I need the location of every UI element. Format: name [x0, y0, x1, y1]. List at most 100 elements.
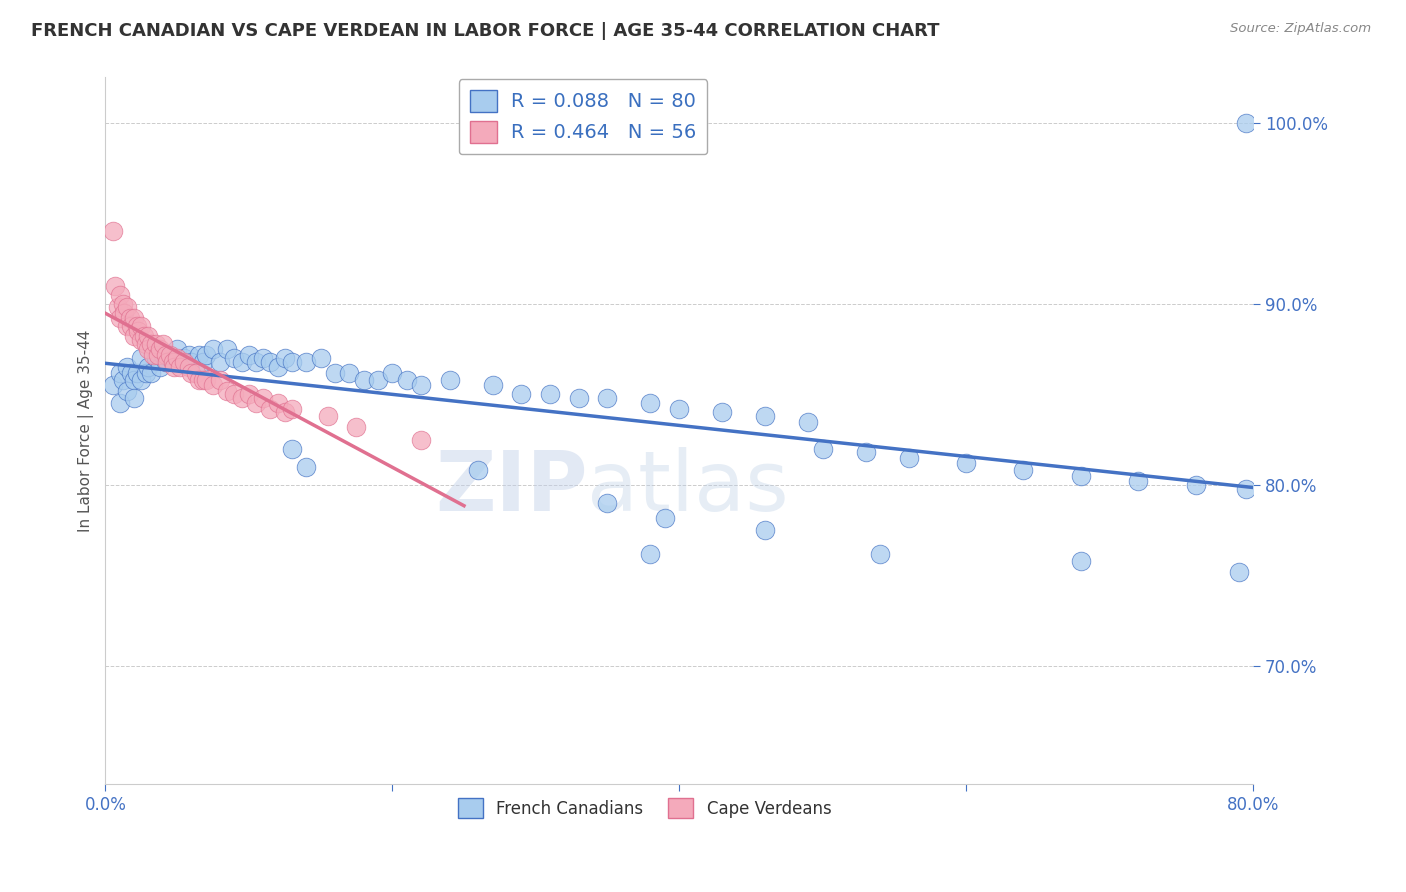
- Y-axis label: In Labor Force | Age 35-44: In Labor Force | Age 35-44: [79, 329, 94, 532]
- Point: [1070, 468, 1092, 483]
- Point: [177, 360, 200, 375]
- Point: [295, 459, 318, 474]
- Point: [111, 373, 134, 387]
- Point: [120, 318, 142, 333]
- Text: Source: ZipAtlas.com: Source: ZipAtlas.com: [1230, 22, 1371, 36]
- Point: [155, 355, 177, 369]
- Point: [353, 373, 375, 387]
- Point: [101, 224, 124, 238]
- Point: [122, 311, 145, 326]
- Point: [668, 401, 690, 416]
- Point: [640, 547, 662, 561]
- Point: [295, 355, 318, 369]
- Point: [640, 396, 662, 410]
- Point: [152, 347, 174, 361]
- Point: [395, 373, 418, 387]
- Point: [1128, 475, 1150, 489]
- Point: [187, 373, 209, 387]
- Text: FRENCH CANADIAN VS CAPE VERDEAN IN LABOR FORCE | AGE 35-44 CORRELATION CHART: FRENCH CANADIAN VS CAPE VERDEAN IN LABOR…: [31, 22, 939, 40]
- Point: [149, 342, 172, 356]
- Point: [323, 366, 346, 380]
- Point: [129, 318, 152, 333]
- Point: [281, 355, 304, 369]
- Point: [141, 366, 163, 380]
- Point: [108, 366, 131, 380]
- Point: [122, 329, 145, 343]
- Point: [1070, 554, 1092, 568]
- Point: [108, 396, 131, 410]
- Point: [231, 391, 253, 405]
- Point: [245, 355, 267, 369]
- Point: [125, 318, 148, 333]
- Point: [409, 378, 432, 392]
- Text: atlas: atlas: [588, 447, 789, 527]
- Point: [142, 347, 165, 361]
- Point: [201, 378, 224, 392]
- Point: [108, 311, 131, 326]
- Point: [281, 401, 304, 416]
- Point: [107, 301, 129, 315]
- Point: [184, 366, 207, 380]
- Point: [238, 347, 260, 361]
- Point: [281, 442, 304, 456]
- Point: [155, 347, 177, 361]
- Point: [191, 355, 214, 369]
- Point: [1234, 116, 1257, 130]
- Point: [596, 391, 619, 405]
- Point: [955, 456, 977, 470]
- Point: [754, 409, 776, 423]
- Point: [125, 366, 148, 380]
- Point: [169, 360, 191, 375]
- Point: [141, 336, 163, 351]
- Point: [266, 360, 288, 375]
- Point: [138, 360, 160, 375]
- Point: [115, 384, 138, 398]
- Point: [115, 360, 138, 375]
- Point: [409, 433, 432, 447]
- Point: [316, 409, 339, 423]
- Point: [344, 420, 367, 434]
- Point: [173, 355, 195, 369]
- Point: [481, 378, 503, 392]
- Legend: French Canadians, Cape Verdeans: French Canadians, Cape Verdeans: [451, 791, 838, 825]
- Point: [115, 318, 138, 333]
- Point: [811, 442, 834, 456]
- Point: [122, 373, 145, 387]
- Point: [510, 387, 533, 401]
- Point: [177, 347, 200, 361]
- Point: [145, 351, 167, 366]
- Point: [381, 366, 404, 380]
- Point: [173, 351, 195, 366]
- Point: [1234, 482, 1257, 496]
- Point: [163, 360, 186, 375]
- Point: [145, 336, 167, 351]
- Point: [180, 355, 202, 369]
- Point: [273, 405, 295, 419]
- Point: [217, 384, 239, 398]
- Point: [266, 396, 288, 410]
- Point: [112, 306, 135, 320]
- Point: [855, 445, 877, 459]
- Point: [467, 463, 489, 477]
- Point: [159, 351, 181, 366]
- Point: [180, 366, 202, 380]
- Point: [439, 373, 461, 387]
- Point: [217, 342, 239, 356]
- Point: [129, 373, 152, 387]
- Point: [163, 355, 186, 369]
- Point: [897, 450, 920, 465]
- Point: [156, 355, 179, 369]
- Point: [1184, 478, 1206, 492]
- Point: [1227, 565, 1250, 579]
- Point: [138, 342, 160, 356]
- Point: [231, 355, 253, 369]
- Point: [104, 278, 127, 293]
- Point: [259, 401, 281, 416]
- Point: [337, 366, 360, 380]
- Point: [115, 301, 138, 315]
- Point: [148, 347, 170, 361]
- Point: [194, 347, 217, 361]
- Point: [162, 355, 184, 369]
- Point: [129, 333, 152, 347]
- Point: [101, 378, 124, 392]
